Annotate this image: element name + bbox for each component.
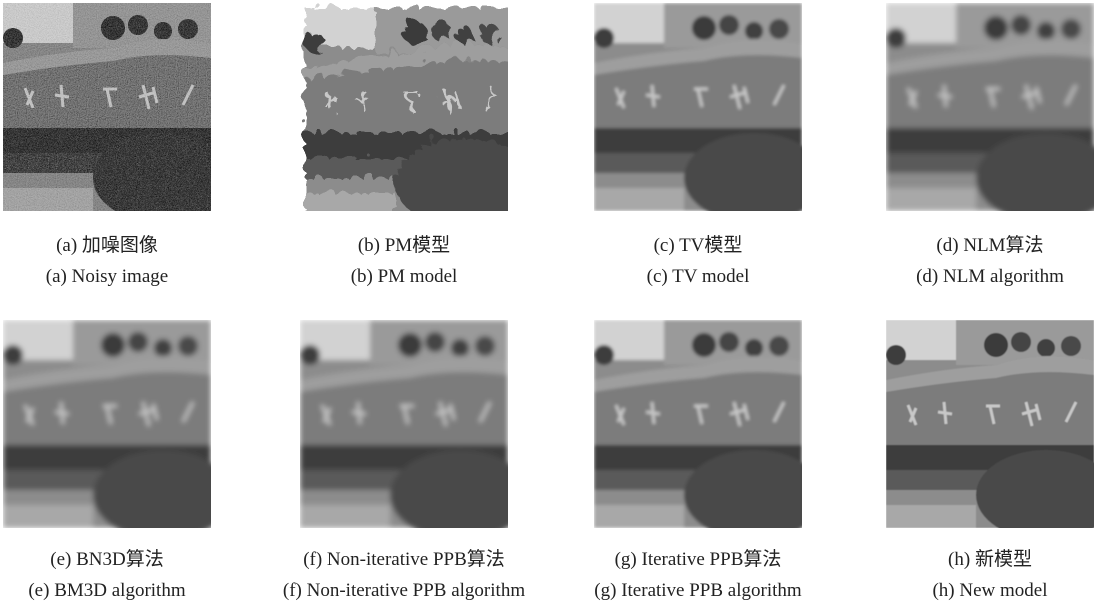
caption-cn: (e) BN3D算法 — [0, 544, 257, 571]
caption-en: (b) PM model — [254, 266, 554, 288]
caption-cn: (g) Iterative PPB算法 — [548, 544, 848, 571]
caption-cn: (h) 新模型 — [840, 544, 1097, 571]
caption-cn: (a) 加噪图像 — [0, 230, 257, 257]
panel-image — [300, 320, 508, 528]
caption-en: (g) Iterative PPB algorithm — [548, 580, 848, 602]
panel-image — [300, 3, 508, 211]
panel-image — [886, 3, 1094, 211]
caption-en: (d) NLM algorithm — [840, 266, 1097, 288]
panel-image — [3, 3, 211, 211]
panel-image — [594, 3, 802, 211]
caption-en: (c) TV model — [548, 266, 848, 288]
panel-image — [3, 320, 211, 528]
caption-en: (f) Non-iterative PPB algorithm — [254, 580, 554, 602]
panel-image — [886, 320, 1094, 528]
caption-en: (h) New model — [840, 580, 1097, 602]
caption-en: (e) BM3D algorithm — [0, 580, 257, 602]
figure: (a) 加噪图像 (a) Noisy image (b) PM模型 (b) PM mo… — [0, 0, 1097, 609]
caption-cn: (b) PM模型 — [254, 230, 554, 257]
caption-cn: (d) NLM算法 — [840, 230, 1097, 257]
panel-image — [594, 320, 802, 528]
caption-cn: (c) TV模型 — [548, 230, 848, 257]
caption-en: (a) Noisy image — [0, 266, 257, 288]
caption-cn: (f) Non-iterative PPB算法 — [254, 544, 554, 571]
